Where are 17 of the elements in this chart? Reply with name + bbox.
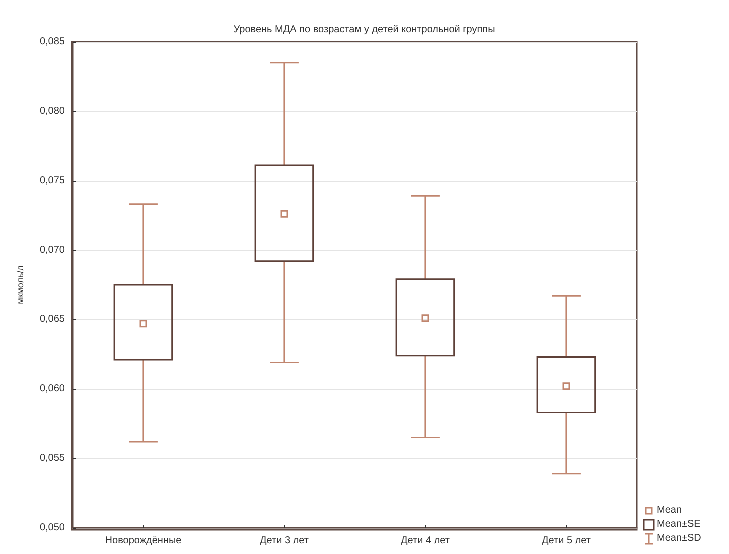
x-tick-label: Новорождённые <box>105 536 182 546</box>
y-tick-label: 0,070 <box>40 244 66 256</box>
y-tick-label: 0,080 <box>40 106 66 117</box>
y-tick-label: 0,065 <box>40 314 66 326</box>
text: Mean±SD <box>657 532 702 546</box>
chart-title: Уровень МДА по возрастам у детей контрольной группы <box>234 24 496 36</box>
x-tick-label: Дети 5 лет <box>542 536 592 546</box>
text: Mean±SE <box>657 518 701 532</box>
y-tick-label: 0,055 <box>40 453 66 464</box>
y-axis-title: мкмоль/л <box>16 266 26 304</box>
y-tick-label: 0,085 <box>40 36 66 48</box>
y-tick-label: 0,075 <box>40 175 66 186</box>
y-tick-label: 0,060 <box>40 384 66 395</box>
x-tick-label: Дети 4 лет <box>401 536 450 546</box>
text: Mean <box>657 504 682 518</box>
x-tick-label: Дети 3 лет <box>260 536 310 546</box>
y-tick-label: 0,050 <box>40 522 66 534</box>
